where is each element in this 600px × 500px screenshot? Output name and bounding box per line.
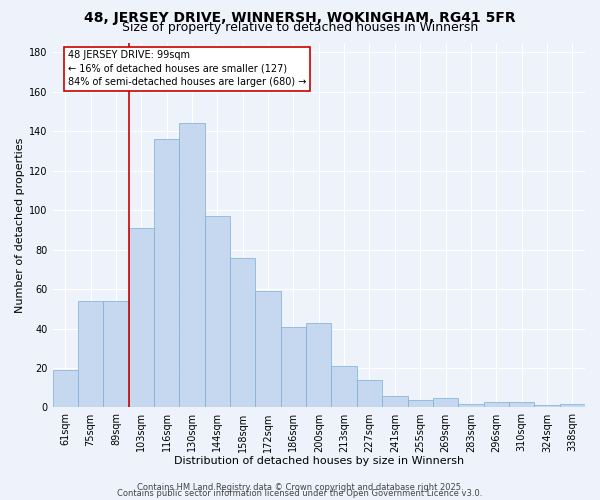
Bar (154, 139, 179, 407)
Bar (205, 216, 230, 408)
Text: Contains HM Land Registry data © Crown copyright and database right 2025.: Contains HM Land Registry data © Crown c… (137, 483, 463, 492)
Bar (484, 402, 509, 407)
Bar (78, 301, 103, 408)
Bar (509, 402, 534, 407)
Bar (103, 301, 128, 408)
Bar (281, 326, 306, 407)
Bar (53, 370, 78, 408)
Bar (433, 398, 458, 407)
Bar (357, 380, 382, 407)
Bar (256, 291, 281, 408)
Bar (230, 258, 256, 408)
Bar (458, 404, 484, 407)
Bar (560, 404, 585, 407)
Text: 48, JERSEY DRIVE, WINNERSH, WOKINGHAM, RG41 5FR: 48, JERSEY DRIVE, WINNERSH, WOKINGHAM, R… (84, 11, 516, 25)
Bar (306, 322, 331, 408)
Text: 48 JERSEY DRIVE: 99sqm
← 16% of detached houses are smaller (127)
84% of semi-de: 48 JERSEY DRIVE: 99sqm ← 16% of detached… (68, 50, 306, 87)
Bar (407, 400, 433, 407)
Bar (179, 124, 205, 408)
Y-axis label: Number of detached properties: Number of detached properties (15, 138, 25, 312)
Bar (534, 406, 560, 407)
Bar (331, 366, 357, 408)
Text: Contains public sector information licensed under the Open Government Licence v3: Contains public sector information licen… (118, 490, 482, 498)
Bar (382, 396, 407, 407)
X-axis label: Distribution of detached houses by size in Winnersh: Distribution of detached houses by size … (174, 456, 464, 466)
Text: Size of property relative to detached houses in Winnersh: Size of property relative to detached ho… (122, 21, 478, 34)
Bar (128, 228, 154, 408)
